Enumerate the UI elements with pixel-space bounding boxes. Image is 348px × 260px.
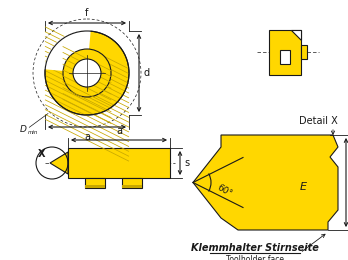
Polygon shape bbox=[291, 30, 301, 40]
Text: 60°: 60° bbox=[215, 183, 234, 198]
Text: Detail X: Detail X bbox=[299, 116, 337, 126]
FancyBboxPatch shape bbox=[122, 185, 142, 188]
Circle shape bbox=[63, 49, 111, 97]
FancyBboxPatch shape bbox=[280, 50, 290, 64]
FancyBboxPatch shape bbox=[85, 185, 105, 188]
Polygon shape bbox=[193, 135, 338, 230]
Circle shape bbox=[45, 31, 129, 115]
Text: Klemmhalter Stirnseite: Klemmhalter Stirnseite bbox=[191, 243, 319, 253]
Polygon shape bbox=[68, 148, 170, 178]
Text: X: X bbox=[38, 149, 46, 159]
Circle shape bbox=[73, 59, 101, 87]
Text: a: a bbox=[84, 132, 90, 142]
Text: a: a bbox=[116, 126, 122, 136]
Polygon shape bbox=[50, 152, 68, 174]
Circle shape bbox=[63, 49, 111, 97]
Text: min: min bbox=[28, 129, 38, 134]
Text: E: E bbox=[300, 183, 307, 192]
FancyBboxPatch shape bbox=[85, 178, 105, 188]
FancyBboxPatch shape bbox=[301, 45, 307, 59]
FancyBboxPatch shape bbox=[269, 30, 301, 75]
Text: D: D bbox=[20, 125, 27, 133]
Text: Toolholder face: Toolholder face bbox=[226, 256, 284, 260]
Text: s: s bbox=[184, 158, 189, 168]
Text: f: f bbox=[85, 8, 89, 18]
Text: d: d bbox=[143, 68, 149, 78]
Wedge shape bbox=[44, 30, 91, 73]
FancyBboxPatch shape bbox=[122, 178, 142, 188]
